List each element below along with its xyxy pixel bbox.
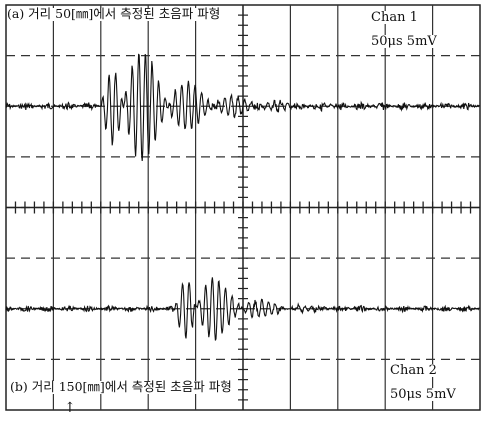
channel-1-name: Chan 1: [371, 10, 418, 25]
trace-b-title: (b) 거리 150[㎜]에서 측정된 초음파 파형: [10, 379, 232, 394]
trigger-arrow-icon: ↑: [64, 400, 76, 416]
channel-2-setting: 50μs 5mV: [390, 387, 456, 402]
graticule-grid: [6, 5, 480, 410]
channel-1-setting: 50μs 5mV: [371, 34, 437, 49]
trace-a-title: (a) 거리 50[㎜]에서 측정된 초음파 파형: [7, 6, 221, 21]
channel-2-name: Chan 2: [390, 363, 437, 378]
waveform-chan-2: [5, 277, 480, 341]
waveform-chan-1: [5, 53, 480, 162]
waveform-traces: [5, 53, 480, 341]
